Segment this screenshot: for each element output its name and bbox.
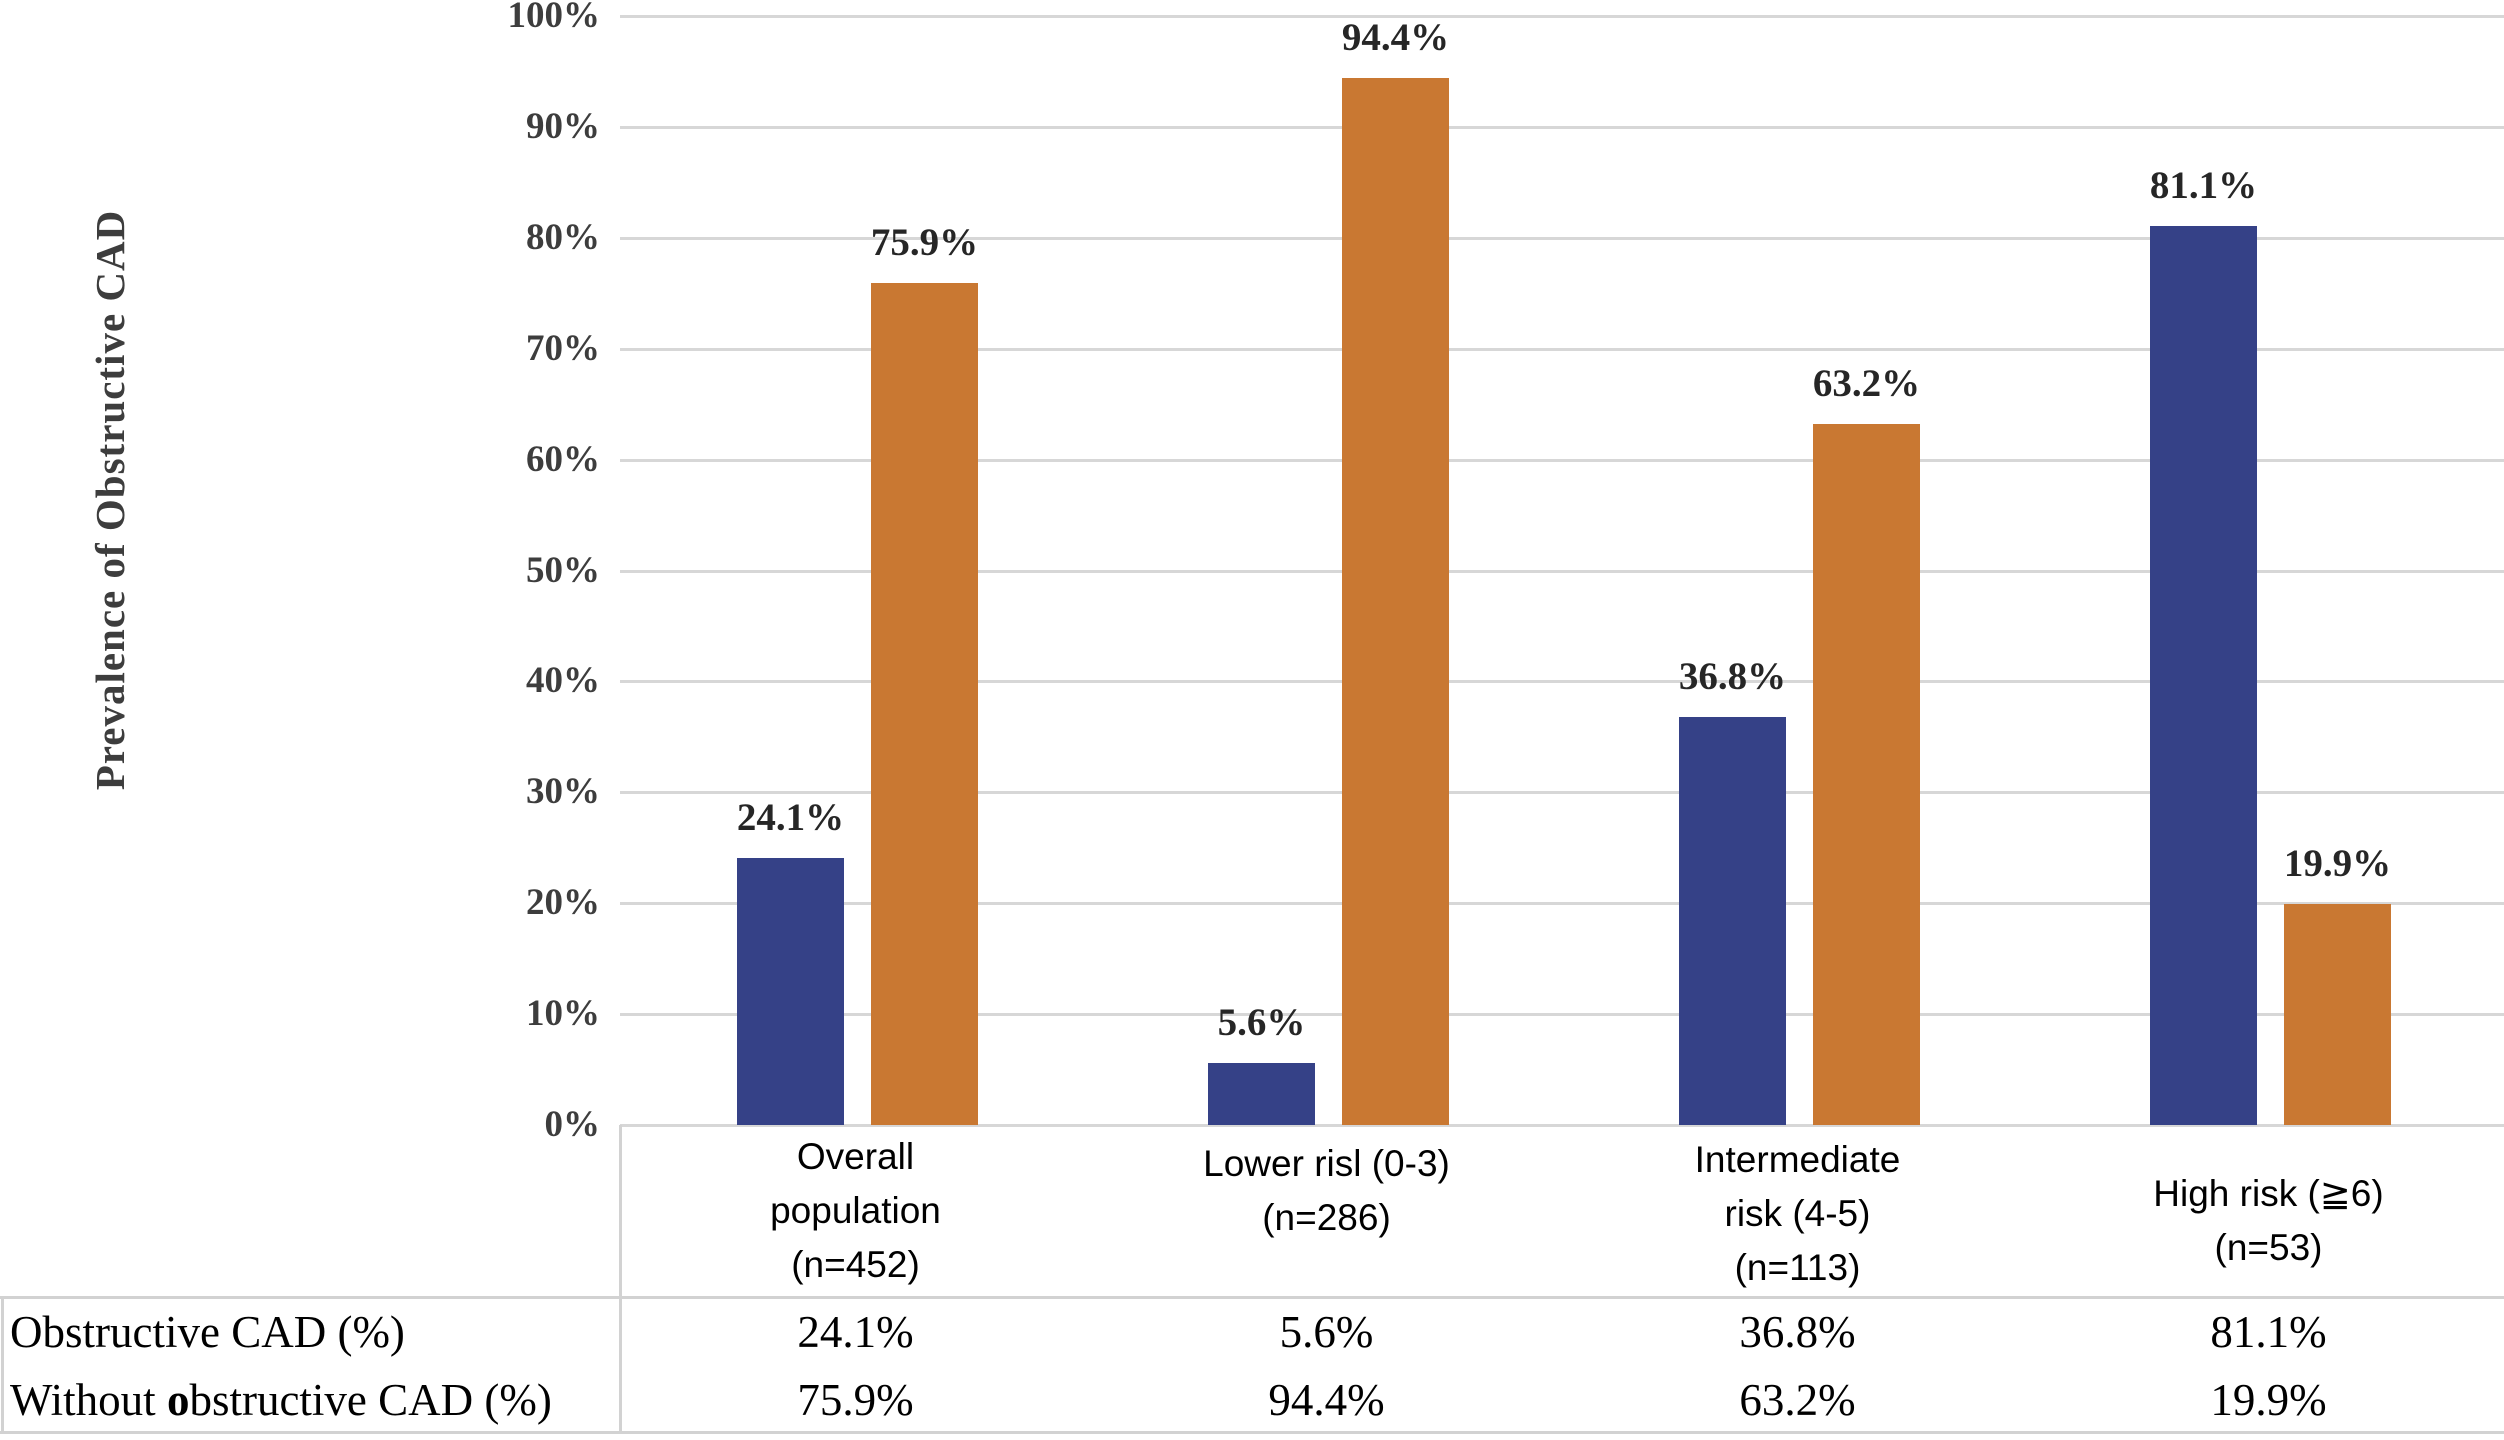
x-category-label-g1: Overall population (n=452): [620, 1130, 1091, 1292]
bar-obstructive-g3: [1679, 717, 1786, 1125]
gridline-70%: [620, 348, 2504, 351]
gridline-20%: [620, 902, 2504, 905]
x-category-line: (n=286): [1262, 1197, 1391, 1238]
bar-value-label: 19.9%: [2283, 842, 2392, 885]
bar-value-label: 36.8%: [1678, 655, 1787, 698]
bar-value-label: 24.1%: [736, 796, 845, 839]
bar-without-obstructive-g3: [1813, 424, 1920, 1125]
bar-without-obstructive-g2: [1342, 78, 1449, 1125]
y-axis-title: Prevalence of Obstructive CAD: [87, 209, 133, 791]
gridline-50%: [620, 570, 2504, 573]
table-value-r1-g3: 36.8%: [1739, 1307, 1856, 1357]
y-tick-label: 70%: [526, 328, 600, 369]
table-value-r1-g2: 5.6%: [1279, 1307, 1374, 1357]
y-tick-label: 80%: [526, 217, 600, 258]
x-category-line: (n=53): [2214, 1227, 2323, 1268]
bar-without-obstructive-g1: [871, 283, 978, 1125]
table-row-label-1: Obstructive CAD (%): [10, 1306, 405, 1358]
bar-value-label: 63.2%: [1812, 362, 1921, 405]
gridline-40%: [620, 680, 2504, 683]
table-bottom-border: [0, 1431, 2504, 1434]
table-value-r1-g1: 24.1%: [797, 1307, 914, 1357]
table-row-separator: [0, 1296, 2504, 1299]
y-tick-label: 20%: [526, 882, 600, 923]
y-tick-label: 10%: [526, 993, 600, 1034]
table-value-r2-g3: 63.2%: [1739, 1375, 1856, 1425]
x-category-line: Lower risl (0-3): [1203, 1143, 1450, 1184]
x-category-line: (n=113): [1734, 1247, 1861, 1288]
x-category-label-g3: Intermediate risk (4-5) (n=113): [1562, 1133, 2033, 1295]
table-row-label-part: o: [166, 1375, 190, 1425]
gridline-10%: [620, 1013, 2504, 1016]
x-category-label-g2: Lower risl (0-3) (n=286): [1091, 1137, 1562, 1245]
y-tick-label: 40%: [526, 660, 600, 701]
bar-value-label: 81.1%: [2149, 164, 2258, 207]
x-category-line: High risk (≧6): [2153, 1173, 2384, 1214]
gridline-100%: [620, 15, 2504, 18]
table-row-label-2: Without obstructive CAD (%): [10, 1374, 552, 1426]
gridline-0%: [620, 1124, 2504, 1127]
bar-obstructive-g2: [1208, 1063, 1315, 1125]
bar-without-obstructive-g4: [2284, 904, 2391, 1125]
x-category-line: Intermediate: [1694, 1139, 1901, 1180]
y-tick-label: 30%: [526, 771, 600, 812]
gridline-90%: [620, 126, 2504, 129]
table-row-label-part: Without: [10, 1375, 167, 1425]
gridline-60%: [620, 459, 2504, 462]
x-category-line: (n=452): [791, 1244, 920, 1285]
gridline-30%: [620, 791, 2504, 794]
x-category-label-g4: High risk (≧6) (n=53): [2033, 1167, 2504, 1275]
bar-value-label: 75.9%: [870, 221, 979, 264]
table-value-r2-g4: 19.9%: [2210, 1375, 2327, 1425]
x-category-line: Overall: [796, 1136, 915, 1177]
table-value-r1-g4: 81.1%: [2210, 1307, 2327, 1357]
x-category-line: population: [770, 1190, 941, 1231]
bar-value-label: 94.4%: [1341, 16, 1450, 59]
table-row-label-part: Obstructive CAD (%): [10, 1307, 405, 1357]
y-tick-label: 0%: [544, 1104, 601, 1145]
table-value-r2-g1: 75.9%: [797, 1375, 914, 1425]
table-left-border: [1, 1296, 4, 1434]
bar-value-label: 5.6%: [1217, 1001, 1306, 1044]
x-category-line: risk (4-5): [1724, 1193, 1871, 1234]
bar-obstructive-g1: [737, 858, 844, 1125]
y-tick-label: 60%: [526, 439, 600, 480]
table-row-label-part: bstructive CAD (%): [189, 1375, 552, 1425]
gridline-80%: [620, 237, 2504, 240]
table-divider-vertical: [619, 1125, 622, 1433]
y-tick-label: 50%: [526, 550, 600, 591]
table-value-r2-g2: 94.4%: [1268, 1375, 1385, 1425]
y-tick-label: 90%: [526, 106, 600, 147]
y-tick-label: 100%: [507, 0, 601, 36]
bar-obstructive-g4: [2150, 226, 2257, 1125]
